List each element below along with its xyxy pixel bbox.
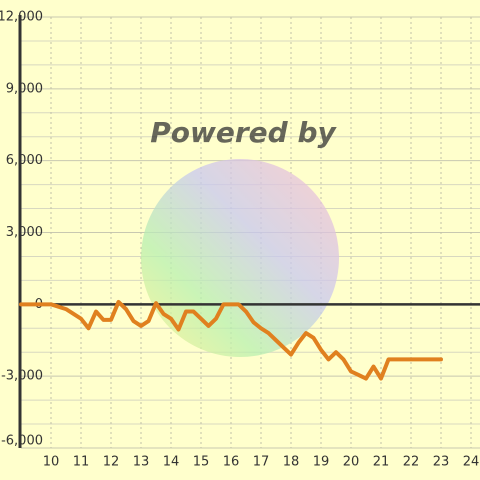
x-tick-label: 16 (223, 455, 240, 470)
y-tick-label: 3,000 (6, 225, 43, 240)
x-tick-label: 12 (103, 455, 120, 470)
x-tick-label: 19 (313, 455, 330, 470)
x-tick-label: 14 (163, 455, 180, 470)
watermark-text: Powered by (150, 116, 337, 149)
x-tick-label: 21 (373, 455, 390, 470)
watermark: Powered by (141, 116, 339, 357)
y-tick-label: -6,000 (1, 434, 43, 449)
x-tick-label: 24 (463, 455, 480, 470)
line (19, 299, 443, 381)
x-tick-label: 20 (343, 455, 360, 470)
x-tick-label: 17 (253, 455, 270, 470)
y-tick-label: 6,000 (6, 153, 43, 168)
x-tick-label: 22 (403, 455, 420, 470)
x-tick-label: 15 (193, 455, 210, 470)
x-tick-label: 18 (283, 455, 300, 470)
watermark-logo (141, 159, 339, 357)
y-tick-label: -3,000 (1, 369, 43, 384)
x-tick-label: 23 (433, 455, 450, 470)
x-tick-label: 11 (73, 455, 90, 470)
x-tick-label: 13 (133, 455, 150, 470)
y-tick-label: 9,000 (6, 81, 43, 96)
x-tick-label: 10 (43, 455, 60, 470)
